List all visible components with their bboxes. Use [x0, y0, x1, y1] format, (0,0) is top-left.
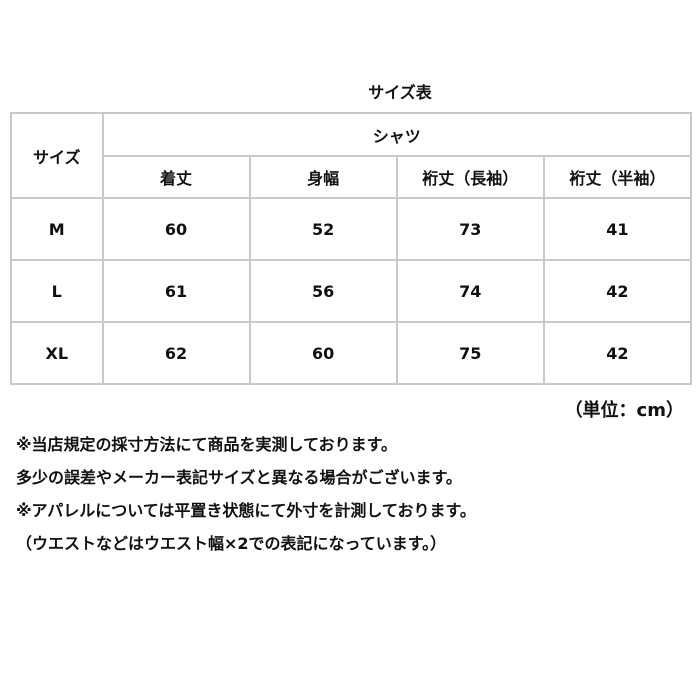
page-title: サイズ表 — [368, 83, 432, 102]
group-header: シャツ — [101, 112, 692, 157]
table-row: M 60 52 73 41 — [10, 197, 693, 261]
value-cell: 60 — [101, 197, 251, 261]
column-header: 裄丈（長袖） — [395, 155, 545, 199]
value-cell: 75 — [395, 321, 545, 385]
value-cell: 41 — [542, 197, 693, 261]
value-cell: 73 — [395, 197, 545, 261]
value-cell: 42 — [542, 259, 693, 323]
note-line: ※アパレルについては平置き状態にて外寸を計測しております。 — [16, 501, 476, 520]
size-cell: L — [10, 259, 104, 323]
column-header: 裄丈（半袖） — [542, 155, 693, 199]
column-header: 着丈 — [101, 155, 251, 199]
note-line: （ウエストなどはウエスト幅×2での表記になっています。） — [16, 534, 447, 553]
size-cell: M — [10, 197, 104, 261]
value-cell: 74 — [395, 259, 545, 323]
value-cell: 61 — [101, 259, 251, 323]
note-line: 多少の誤差やメーカー表記サイズと異なる場合がございます。 — [16, 468, 462, 487]
size-cell: XL — [10, 321, 104, 385]
value-cell: 42 — [542, 321, 693, 385]
value-cell: 56 — [248, 259, 398, 323]
unit-label: （単位：cm） — [564, 400, 684, 421]
notes: ※当店規定の採寸方法にて商品を実測しております。 多少の誤差やメーカー表記サイズ… — [16, 428, 476, 560]
table-row: L 61 56 74 42 — [10, 259, 693, 323]
table-row: XL 62 60 75 42 — [10, 321, 693, 385]
column-header: 身幅 — [248, 155, 398, 199]
note-line: ※当店規定の採寸方法にて商品を実測しております。 — [16, 435, 397, 454]
value-cell: 52 — [248, 197, 398, 261]
value-cell: 62 — [101, 321, 251, 385]
size-header: サイズ — [10, 112, 104, 199]
size-table: サイズ シャツ 着丈 身幅 裄丈（長袖） 裄丈（半袖） M 60 52 73 4… — [10, 112, 693, 385]
value-cell: 60 — [248, 321, 398, 385]
